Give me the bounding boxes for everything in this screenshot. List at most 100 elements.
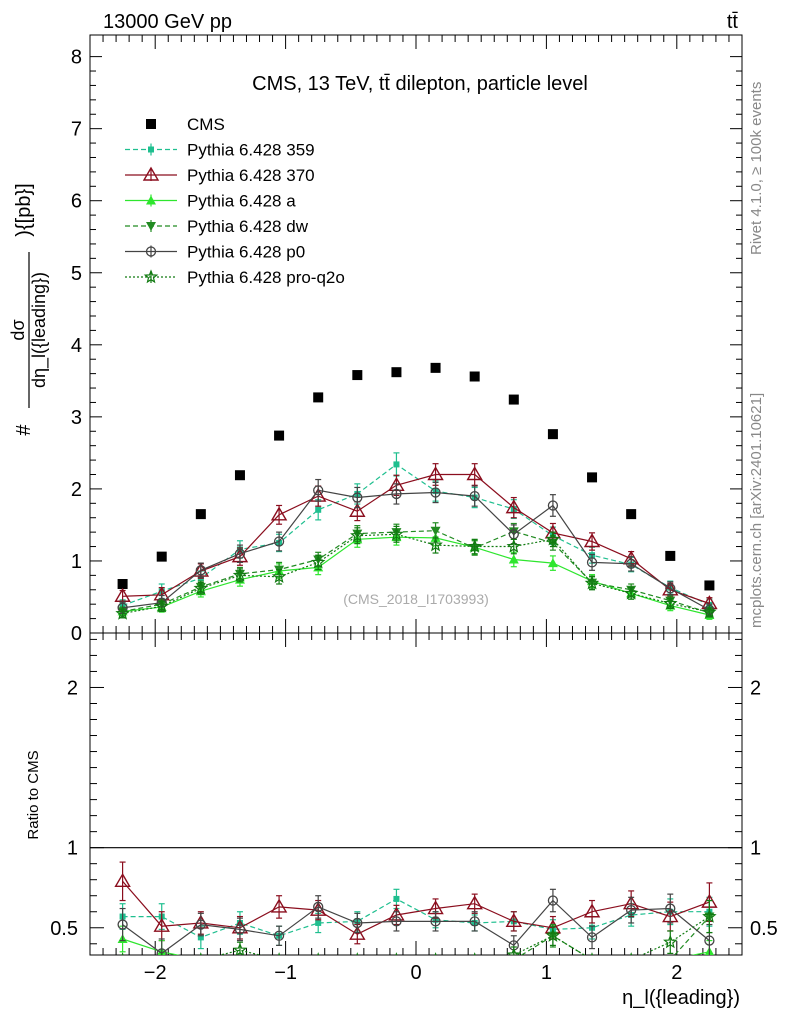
main-data-point [508, 554, 519, 564]
x-axis: −2 −1 0 1 2 [89, 35, 743, 984]
main-data-point [506, 538, 522, 553]
svg-text:#: # [13, 424, 35, 436]
main-data-point [704, 580, 715, 591]
main-data-point [274, 430, 285, 441]
main-plot-area: 0 1 2 3 4 5 6 7 8 [71, 47, 742, 645]
ratio-series-line-1 [122, 880, 710, 935]
ratio-data-point [232, 942, 248, 955]
main-y-axis-label: # dσ dη_l({leading}) ){[pb}] [8, 183, 50, 435]
ratio-data-point [552, 954, 554, 955]
ratio-data-point [156, 948, 167, 955]
main-data-point [193, 580, 209, 595]
legend-marker [146, 222, 156, 231]
ratio-data-point [117, 919, 128, 930]
main-y-axis: 0 1 2 3 4 5 6 7 8 [71, 47, 742, 645]
main-series-6 [115, 525, 717, 620]
main-data-point [626, 509, 637, 520]
main-data-point [427, 466, 444, 481]
x-tick-label: 0 [410, 962, 421, 984]
ratio-data-point [235, 956, 245, 965]
main-data-point [583, 533, 601, 548]
main-data-point [393, 461, 400, 468]
energy-label: 13000 GeV pp [103, 11, 232, 33]
main-series-0 [117, 362, 715, 591]
ratio-data-point [430, 916, 441, 927]
ratio-data-point [665, 903, 676, 914]
ratio-series-0 [119, 888, 713, 950]
main-data-point [117, 579, 128, 590]
ratio-data-point [505, 912, 523, 928]
analysis-watermark: (CMS_2018_I1703993) [343, 591, 489, 607]
ratio-data-point [391, 956, 401, 965]
process-label: tt̄ [727, 11, 739, 33]
main-data-point [469, 490, 480, 502]
legend-label: Pythia 6.428 a [187, 192, 296, 211]
main-series-line-5 [122, 489, 710, 611]
main-data-point [310, 554, 326, 569]
ratio-data-point [200, 954, 201, 955]
x-tick-label: −2 [144, 962, 167, 984]
ratio-data-point [466, 895, 483, 910]
ratio-data-point [393, 895, 400, 902]
main-data-point [547, 429, 558, 440]
y-tick-label: 7 [71, 119, 82, 141]
main-data-point [623, 585, 639, 600]
svg-text:){[pb}]: ){[pb}] [13, 183, 35, 236]
ratio-data-point [357, 954, 358, 955]
ratio-data-point [114, 872, 131, 888]
main-data-point [234, 470, 245, 481]
legend-marker [145, 246, 157, 257]
main-data-point [352, 492, 363, 503]
ratio-data-point [470, 956, 480, 965]
legend-marker [146, 119, 156, 129]
ratio-y-tick-label-right: 1 [750, 838, 761, 860]
ratio-data-point [391, 916, 402, 927]
ratio-data-point [313, 901, 324, 913]
main-data-point [508, 394, 519, 405]
x-tick-label: −1 [274, 962, 297, 984]
main-data-point [156, 551, 167, 562]
x-axis-label: η_l({leading}) [622, 987, 740, 1009]
main-data-point [313, 392, 324, 403]
main-data-point [115, 605, 130, 620]
legend-label: Pythia 6.428 370 [187, 166, 315, 185]
ratio-data-point [273, 930, 285, 941]
main-data-point [389, 526, 404, 541]
ratio-series-line-0 [122, 898, 710, 939]
main-data-point [232, 567, 248, 582]
ratio-data-point [239, 954, 241, 955]
legend-item: Pythia 6.428 pro-q2o [125, 268, 345, 287]
ratio-data-point [670, 954, 671, 955]
y-label-denominator: dη_l({leading}) [29, 272, 50, 388]
ratio-y-tick-label: 0.5 [50, 918, 78, 940]
ratio-data-point [469, 916, 480, 927]
main-data-point [467, 538, 482, 553]
ratio-data-point [315, 919, 322, 926]
ratio-data-point [545, 928, 561, 942]
ratio-data-point [506, 947, 522, 955]
ratio-data-point [196, 956, 206, 965]
y-label-numerator: dσ [8, 319, 28, 340]
main-data-point [586, 557, 598, 568]
ratio-data-point [509, 956, 519, 965]
main-data-point [469, 371, 480, 382]
main-data-point [430, 362, 441, 373]
legend-marker [143, 269, 159, 284]
y-tick-label: 0 [71, 623, 82, 645]
y-tick-label: 5 [71, 263, 82, 285]
y-tick-label: 2 [71, 479, 82, 501]
legend-item: Pythia 6.428 370 [125, 166, 315, 185]
ratio-data-point [270, 898, 288, 913]
legend-label: Pythia 6.428 dw [187, 217, 309, 236]
ratio-data-point [234, 924, 246, 935]
ratio-data-point [153, 917, 170, 932]
ratio-data-point [583, 903, 601, 918]
y-tick-label: 1 [71, 551, 82, 573]
main-data-point [391, 367, 402, 378]
main-series-1 [119, 452, 713, 612]
main-data-point [547, 500, 559, 511]
ratio-y-tick-label: 2 [67, 677, 78, 699]
main-data-point [665, 583, 676, 594]
main-data-point [545, 531, 561, 546]
legend-item: Pythia 6.428 359 [125, 141, 315, 160]
